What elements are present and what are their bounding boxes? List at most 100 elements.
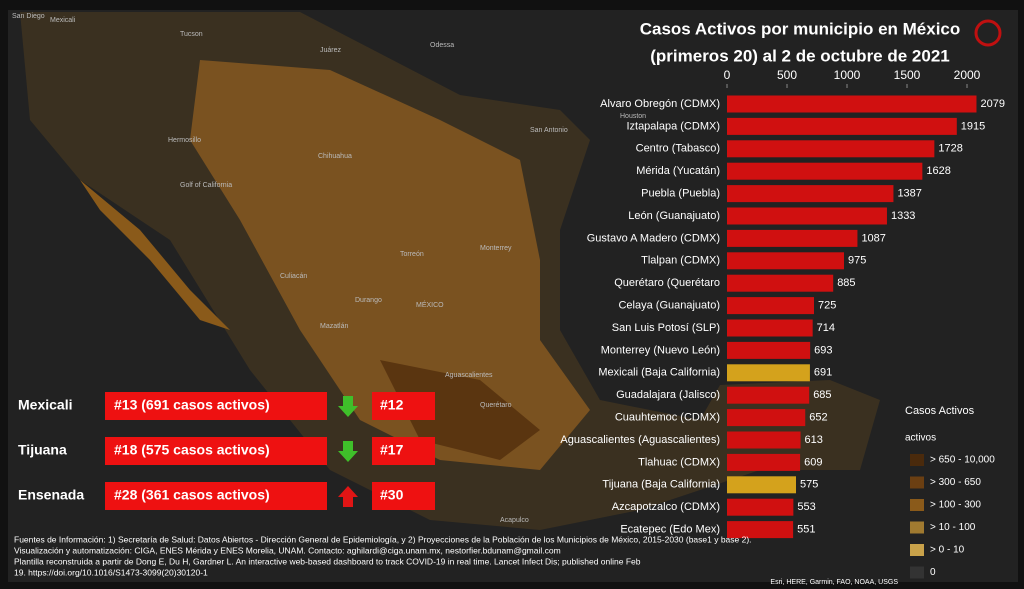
- footnote: Visualización y automatización: CIGA, EN…: [14, 545, 561, 555]
- y-tick-label: San Luis Potosí (SLP): [612, 322, 720, 334]
- bar: [727, 252, 844, 270]
- map-region: [190, 60, 590, 470]
- map-label: San Diego: [12, 13, 45, 20]
- legend-swatch: [910, 499, 924, 511]
- bar: [727, 386, 810, 404]
- city-label: Tijuana: [18, 442, 67, 458]
- city-label: Ensenada: [18, 487, 84, 503]
- legend-swatch: [910, 476, 924, 489]
- map-label: Culiacán: [280, 273, 307, 280]
- bar: [727, 498, 794, 516]
- map-label: San Antonio: [530, 127, 568, 134]
- y-tick-label: León (Guanajuato): [628, 210, 720, 222]
- y-tick-label: Azcapotzalco (CDMX): [612, 501, 720, 513]
- bar: [727, 207, 887, 225]
- bar: [727, 364, 810, 382]
- legend-label: > 100 - 300: [930, 500, 981, 511]
- chart-title: Casos Activos por municipio en México: [640, 19, 961, 38]
- y-tick-label: Aguascalientes (Aguascalientes): [560, 434, 720, 446]
- map-label: Houston: [620, 113, 646, 120]
- y-tick-label: Alvaro Obregón (CDMX): [600, 98, 720, 110]
- y-tick-label: Ecatepec (Edo Mex): [620, 524, 720, 536]
- legend-label: > 300 - 650: [930, 477, 981, 488]
- map-label: Tucson: [180, 31, 203, 38]
- value-label: 1915: [961, 120, 985, 132]
- value-label: 551: [797, 524, 815, 536]
- attribution: Esri, HERE, Garmin, FAO, NOAA, USGS: [770, 579, 898, 586]
- rank-new: #12: [380, 397, 404, 413]
- value-label: 885: [837, 277, 855, 289]
- bar: [727, 95, 977, 113]
- map-label: Aguascalientes: [445, 372, 493, 379]
- rank-current: #28 (361 casos activos): [114, 487, 270, 503]
- value-label: 725: [818, 300, 836, 312]
- map-label: Durango: [355, 297, 382, 304]
- value-label: 613: [805, 434, 823, 446]
- value-label: 691: [814, 367, 832, 379]
- value-label: 714: [817, 322, 835, 334]
- value-label: 652: [809, 412, 827, 424]
- map-label: Hermosillo: [168, 137, 201, 144]
- rank-new: #30: [380, 487, 404, 503]
- legend-label: > 10 - 100: [930, 522, 976, 533]
- map-label: Chihuahua: [318, 153, 352, 160]
- chart-title: (primeros 20) al 2 de octubre de 2021: [650, 46, 950, 65]
- map-label: Torreón: [400, 251, 424, 258]
- map-region: [380, 360, 540, 460]
- map-label: Odessa: [430, 42, 454, 49]
- rank-box: [372, 437, 435, 465]
- y-tick-label: Querétaro (Querétaro: [614, 277, 720, 289]
- rank-new: #17: [380, 442, 404, 458]
- y-tick-label: Centro (Tabasco): [636, 143, 720, 155]
- legend-subtitle: activos: [905, 433, 936, 444]
- y-tick-label: Tlalpan (CDMX): [641, 255, 720, 267]
- legend-label: 0: [930, 567, 936, 578]
- x-tick-label: 500: [777, 68, 797, 82]
- value-label: 1387: [897, 188, 921, 200]
- x-tick-label: 0: [724, 68, 731, 82]
- legend-label: > 650 - 10,000: [930, 455, 995, 466]
- map-label: MÉXICO: [416, 300, 444, 309]
- map-label: Mazatlán: [320, 323, 349, 330]
- y-tick-label: Gustavo A Madero (CDMX): [587, 232, 720, 244]
- y-tick-label: Mérida (Yucatán): [636, 165, 720, 177]
- bar: [727, 319, 813, 337]
- y-tick-label: Guadalajara (Jalisco): [616, 389, 720, 401]
- y-tick-label: Monterrey (Nuevo León): [601, 344, 720, 356]
- value-label: 1087: [861, 232, 885, 244]
- footnote: 19. https://doi.org/10.1016/S1473-3099(2…: [14, 567, 208, 577]
- value-label: 609: [804, 456, 822, 468]
- trend-arrow: [338, 396, 358, 417]
- map-label: Juárez: [320, 47, 342, 54]
- value-label: 1728: [938, 143, 962, 155]
- trend-arrow: [338, 441, 358, 462]
- city-label: Mexicali: [18, 397, 72, 413]
- y-tick-label: Iztapalapa (CDMX): [626, 120, 720, 132]
- rank-current: #13 (691 casos activos): [114, 397, 270, 413]
- bar: [727, 229, 858, 247]
- rank-box: [372, 392, 435, 420]
- legend-swatch: [910, 544, 924, 556]
- value-label: 975: [848, 255, 866, 267]
- bar: [727, 297, 814, 315]
- bar: [727, 185, 894, 203]
- value-label: 685: [813, 389, 831, 401]
- y-tick-label: Mexicali (Baja California): [598, 367, 720, 379]
- rank-box: [105, 392, 327, 420]
- value-label: 575: [800, 479, 818, 491]
- map-label: Golf of California: [180, 182, 232, 189]
- y-tick-label: Cuauhtemoc (CDMX): [615, 412, 720, 424]
- bar: [727, 162, 923, 180]
- value-label: 553: [797, 501, 815, 513]
- legend-swatch: [910, 566, 924, 579]
- value-label: 1333: [891, 210, 915, 222]
- bar: [727, 476, 796, 494]
- x-tick-label: 1000: [834, 68, 861, 82]
- logo: [974, 19, 1002, 47]
- map-label: Querétaro: [480, 402, 512, 409]
- bar: [727, 453, 801, 471]
- bar: [727, 409, 806, 427]
- rank-box: [105, 437, 327, 465]
- bar: [727, 431, 801, 449]
